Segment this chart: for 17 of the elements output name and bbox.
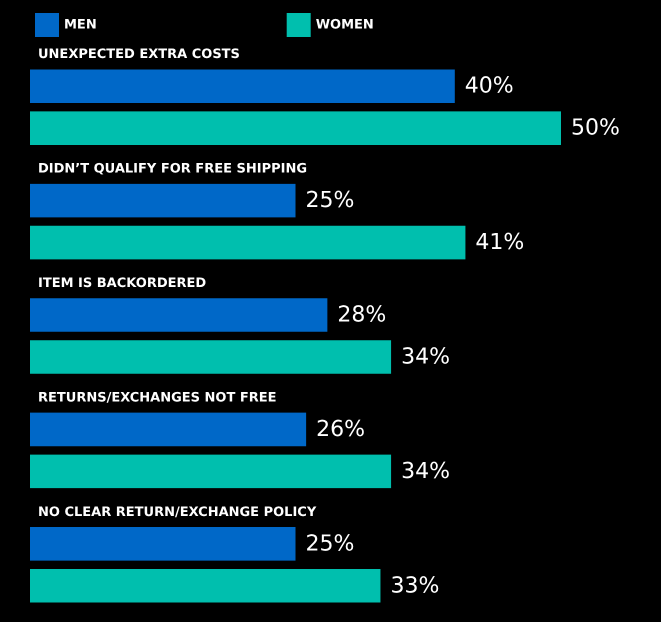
legend-label: MEN bbox=[64, 18, 97, 32]
data-label: 41% bbox=[475, 230, 524, 256]
data-label: 34% bbox=[401, 458, 450, 484]
data-label: 33% bbox=[390, 573, 440, 598]
data-label: 28% bbox=[337, 302, 386, 328]
y-tick-label: UNEXPECTED EXTRA COSTS bbox=[38, 47, 240, 62]
data-label: 26% bbox=[316, 416, 366, 442]
y-tick-label: RETURNS/EXCHANGES NOT FREE bbox=[38, 390, 277, 406]
data-label: 25% bbox=[306, 531, 354, 556]
data-label: 34% bbox=[401, 344, 450, 370]
data-label: 25% bbox=[306, 188, 354, 214]
data-label: 50% bbox=[571, 116, 620, 141]
y-tick-label: NO CLEAR RETURN/EXCHANGE POLICY bbox=[38, 504, 317, 520]
legend-label: WOMEN bbox=[316, 18, 374, 32]
y-tick-label: ITEM IS BACKORDERED bbox=[38, 276, 206, 291]
y-tick-label: DIDN’T QUALIFY FOR FREE SHIPPING bbox=[38, 162, 308, 177]
data-label: 40% bbox=[464, 74, 514, 99]
